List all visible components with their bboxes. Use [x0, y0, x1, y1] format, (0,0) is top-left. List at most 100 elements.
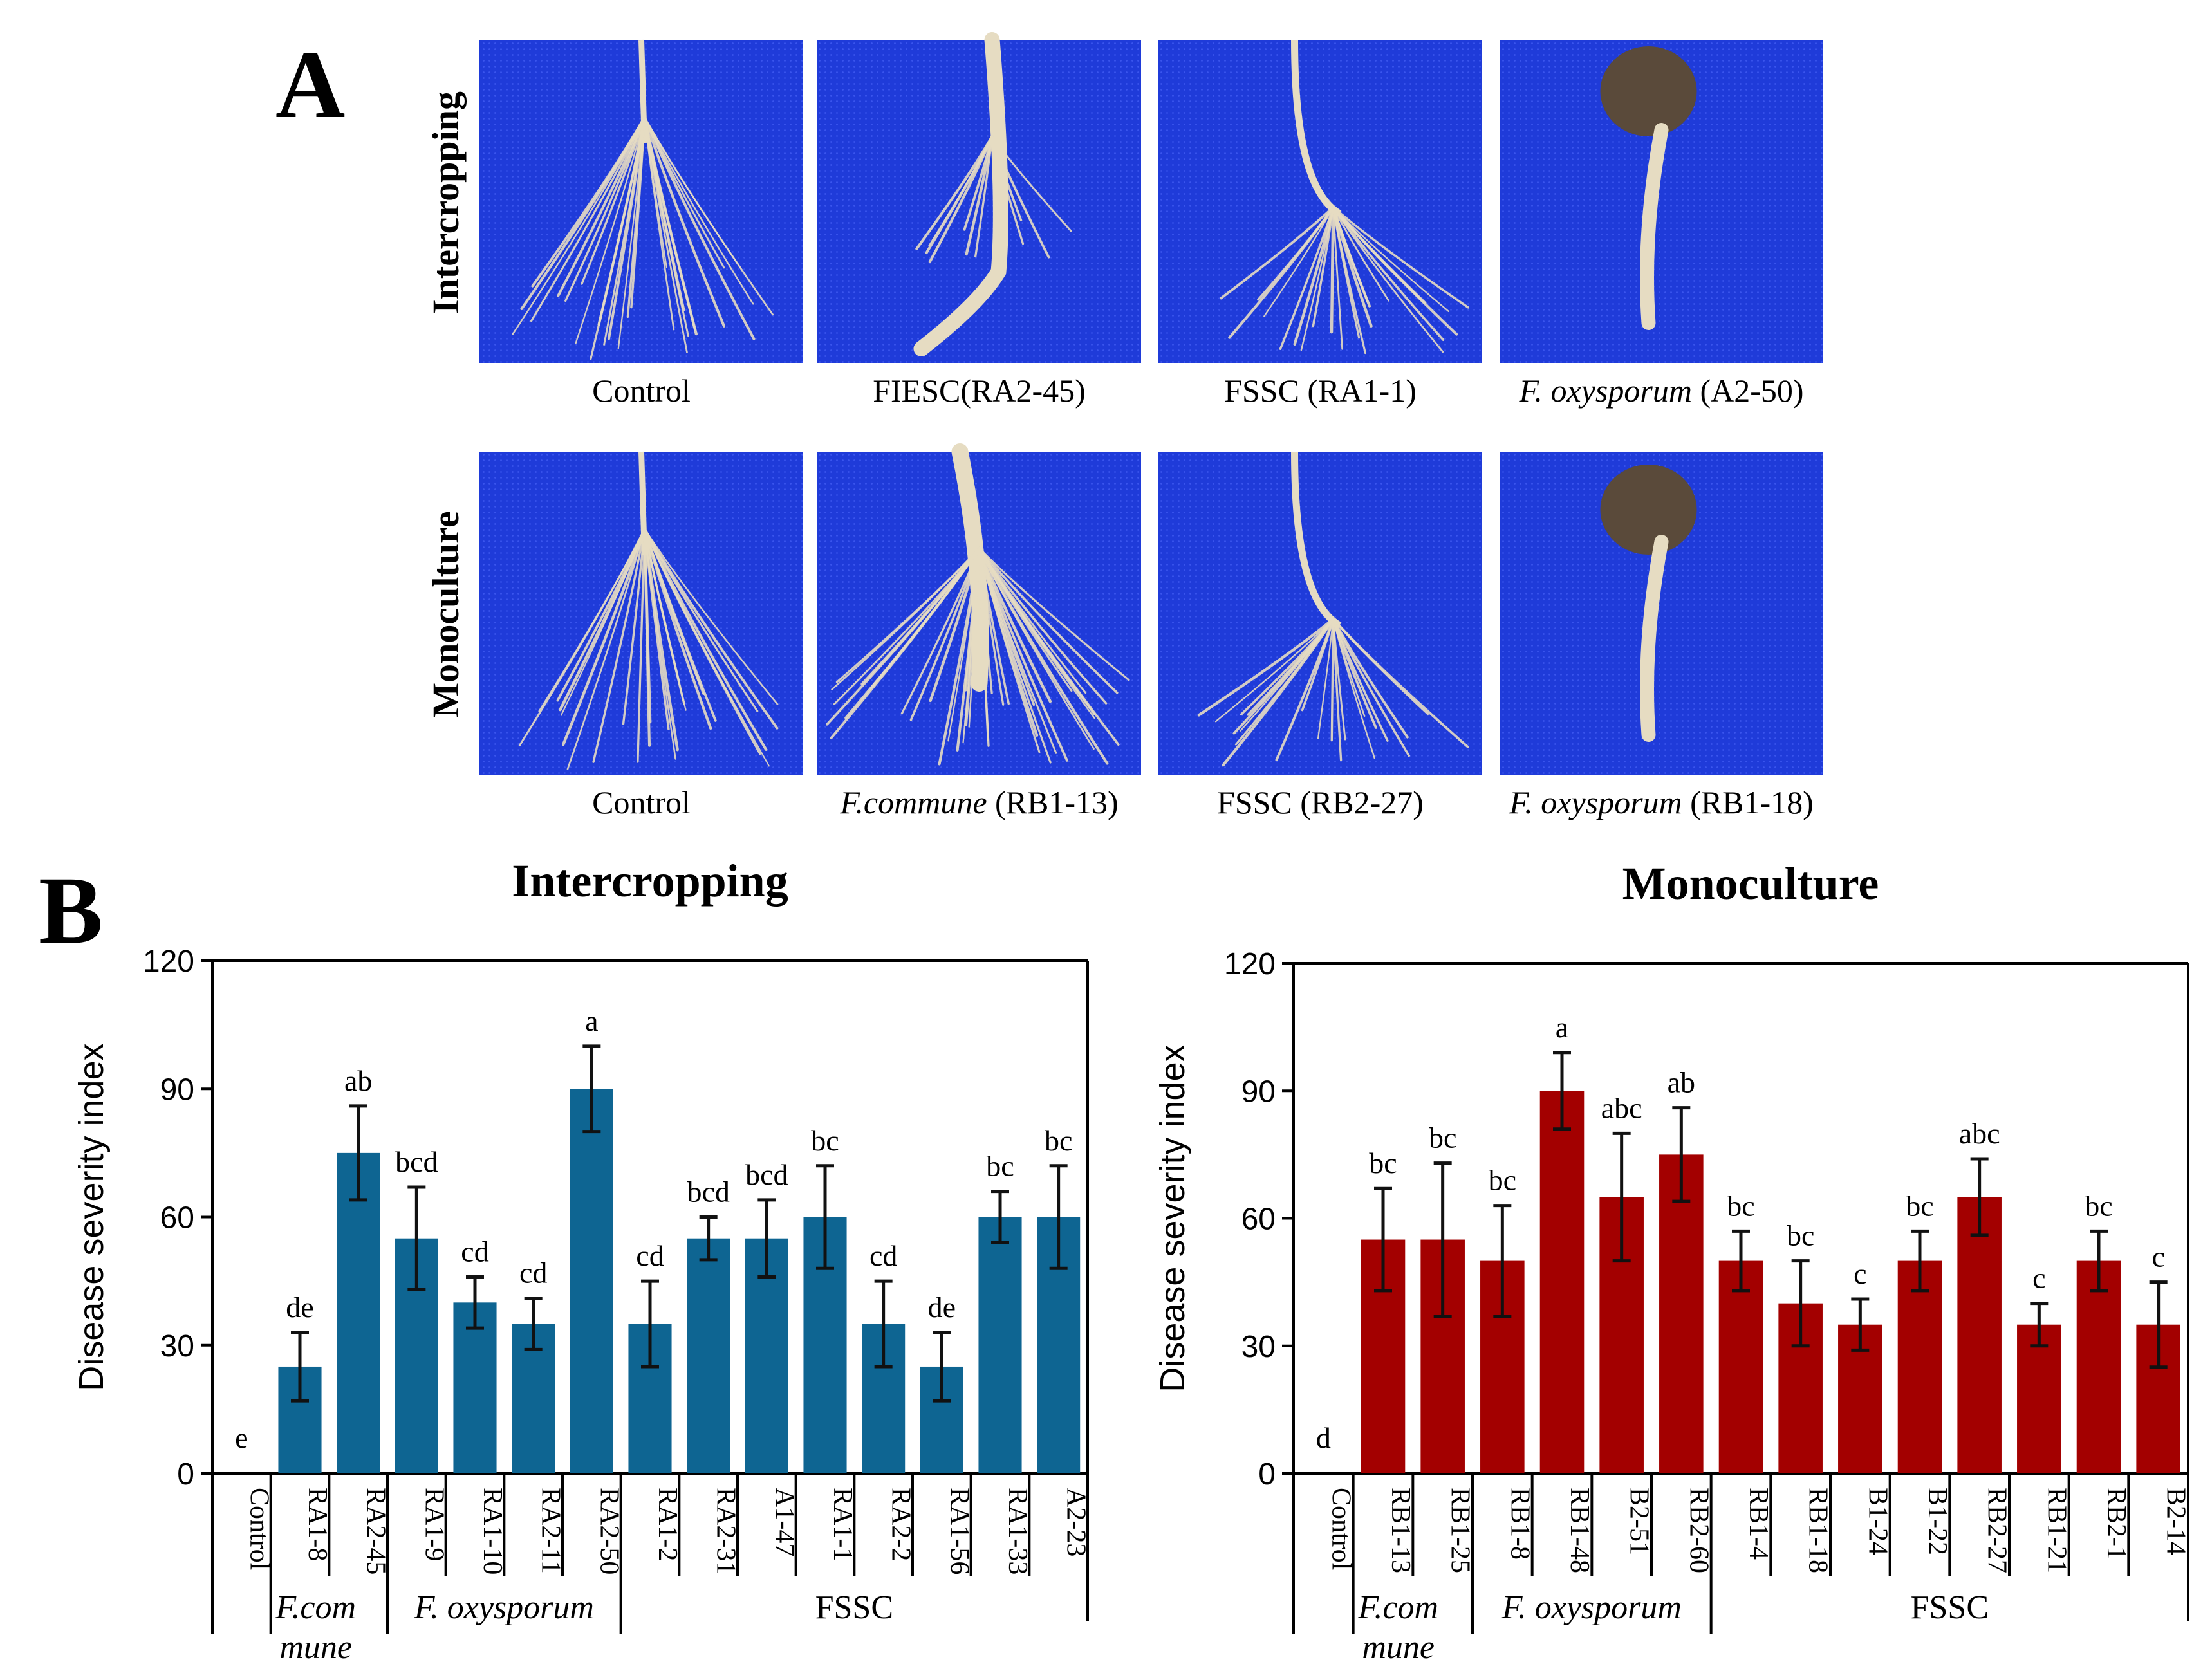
- category-label: RA2-31: [711, 1488, 741, 1574]
- root-strand: [1332, 206, 1469, 309]
- bar: [570, 1089, 613, 1473]
- photo-caption-monoculture-4: F. oxysporum (RB1-18): [1509, 784, 1814, 820]
- root-strand: [575, 116, 646, 344]
- root-strand: [1332, 618, 1366, 717]
- root-strand: [1214, 618, 1334, 723]
- significance-label: cd: [869, 1239, 897, 1272]
- significance-label: cd: [519, 1257, 547, 1289]
- category-label: RB1-13: [1386, 1488, 1415, 1573]
- category-label: RB1-48: [1565, 1488, 1594, 1573]
- root-strand: [1220, 206, 1335, 300]
- root-strand: [622, 528, 646, 725]
- significance-label: de: [928, 1291, 956, 1324]
- main-root: [913, 32, 1008, 356]
- root-strand: [530, 116, 646, 322]
- root-strand: [1332, 206, 1361, 339]
- root-strand: [564, 116, 646, 302]
- root-strand: [1330, 205, 1335, 334]
- photo-caption-monoculture-2: F.commune (RB1-13): [839, 784, 1118, 820]
- category-label: RB1-8: [1505, 1488, 1534, 1560]
- root-strand: [1312, 206, 1335, 328]
- category-label: RB1-21: [2041, 1488, 2071, 1573]
- y-tick-label: 30: [160, 1329, 194, 1363]
- root-strand: [561, 527, 646, 746]
- significance-label: d: [1316, 1421, 1331, 1454]
- root-strand: [643, 527, 679, 752]
- photo-monoculture-3: [1158, 451, 1482, 775]
- root-strand: [643, 527, 779, 730]
- root-strand: [590, 116, 646, 360]
- significance-label: bcd: [687, 1176, 729, 1208]
- root-strand: [831, 547, 980, 690]
- significance-label: ab: [1668, 1066, 1695, 1099]
- y-tick-label: 30: [1241, 1330, 1276, 1364]
- group-label: FSSC: [1911, 1589, 1989, 1626]
- main-root: [1640, 535, 1669, 742]
- significance-label: bc: [1429, 1122, 1456, 1154]
- category-label: Control: [244, 1488, 274, 1570]
- y-axis-title: Disease severity index: [72, 1043, 111, 1390]
- photo-monoculture-2: [817, 443, 1141, 775]
- root-strand: [643, 527, 651, 747]
- significance-label: bc: [811, 1124, 839, 1157]
- intercropping-chart: Intercropping Disease severity index 0 30 60…: [72, 855, 1091, 1666]
- significance-label: c: [2152, 1241, 2164, 1273]
- photo-intercropping-2: [817, 32, 1141, 363]
- category-label: RA1-10: [478, 1488, 507, 1574]
- root-strand: [1332, 206, 1343, 350]
- significance-label: cd: [461, 1235, 488, 1268]
- root-strand: [643, 115, 756, 340]
- significance-label: abc: [1959, 1117, 2000, 1150]
- root-strand: [556, 528, 646, 702]
- root-strand: [978, 547, 993, 694]
- root-strand: [643, 116, 696, 332]
- category-label: B1-22: [1922, 1488, 1952, 1555]
- photo-grid: Control FIESC(RA2-45) FSSC (RA1-1) F. oxysp…: [479, 32, 1823, 820]
- monoculture-chart: Monoculture Disease severity index 0 30 60 90…: [1153, 858, 2191, 1666]
- category-label: RA1-2: [653, 1488, 682, 1561]
- root-strand: [1332, 618, 1409, 739]
- group-label: F. oxysporum: [414, 1589, 594, 1626]
- root-strand: [1332, 618, 1346, 741]
- bar: [337, 1152, 380, 1473]
- root-strand: [644, 528, 733, 701]
- y-tick-label: 120: [143, 945, 194, 979]
- category-label: RB1-4: [1743, 1488, 1773, 1560]
- root-strand: [978, 546, 1052, 703]
- category-label: RB2-60: [1684, 1488, 1713, 1573]
- category-label: RB2-27: [1982, 1488, 2012, 1573]
- category-label: B2-14: [2161, 1488, 2191, 1555]
- photo-background: [1158, 40, 1482, 363]
- y-tick-label: 0: [177, 1457, 194, 1491]
- category-label: Control: [1326, 1488, 1355, 1570]
- root-strand: [1279, 206, 1335, 350]
- photo-caption-intercropping-4: F. oxysporum (A2-50): [1518, 373, 1803, 409]
- bar: [687, 1238, 730, 1473]
- bar: [1718, 1260, 1763, 1473]
- significance-label: de: [286, 1291, 313, 1324]
- root-strand: [1332, 206, 1369, 302]
- significance-label: ab: [344, 1064, 372, 1097]
- bar: [1957, 1197, 2002, 1473]
- significance-label: a: [585, 1004, 598, 1037]
- root-strand: [1330, 618, 1335, 742]
- root-strand: [929, 546, 981, 703]
- significance-label: bc: [1787, 1219, 1814, 1252]
- y-tick-label: 120: [1224, 947, 1276, 981]
- category-label: RB2-1: [2101, 1488, 2131, 1560]
- root-strand: [990, 135, 1023, 222]
- y-tick-label: 60: [1241, 1203, 1276, 1237]
- significance-label: bcd: [395, 1145, 438, 1178]
- root-strand: [520, 115, 646, 310]
- root-strand: [643, 527, 712, 730]
- significance-label: e: [235, 1421, 248, 1454]
- root-strand: [592, 528, 646, 763]
- root-strand: [1332, 205, 1458, 336]
- y-axis-title: Disease severity index: [1153, 1044, 1192, 1392]
- significance-label: bc: [1489, 1164, 1516, 1197]
- category-label: RB1-25: [1445, 1488, 1475, 1573]
- category-label: B2-51: [1624, 1488, 1654, 1555]
- y-tick-label: 90: [1241, 1075, 1276, 1109]
- panel-a-letter: A: [275, 32, 345, 138]
- row-label-intercropping: Intercropping: [425, 91, 467, 314]
